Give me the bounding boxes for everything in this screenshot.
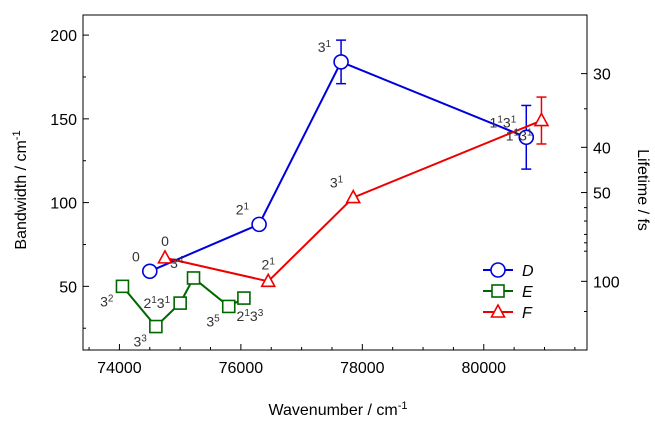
data-point-E (221, 299, 236, 314)
legend-label-D: D (522, 263, 534, 280)
x-axis-title: Wavenumber / cm-1 (269, 400, 408, 419)
legend-marker-F (490, 303, 506, 318)
data-label: 31 (318, 38, 332, 55)
data-label: 32 (100, 293, 114, 310)
y2-tick-label: 50 (593, 186, 611, 203)
data-point-E (173, 296, 187, 310)
data-label: 35 (206, 313, 220, 330)
y-tick-label: 200 (50, 28, 77, 45)
data-point-D (251, 216, 267, 233)
data-label: 1131 (490, 114, 517, 130)
legend-marker-D (490, 262, 506, 278)
data-point-F (533, 111, 550, 127)
y-tick-label: 150 (50, 112, 77, 129)
y2-tick-label: 40 (593, 140, 611, 157)
data-label: 21 (262, 256, 276, 273)
plot-frame (82, 14, 588, 351)
data-point-D (518, 129, 535, 146)
data-point-F (157, 249, 173, 264)
series-F (157, 96, 550, 288)
y-axis-title: Bandwidth / cm-1 (11, 130, 30, 249)
data-label: 33 (134, 333, 148, 350)
data-point-F (345, 188, 362, 204)
y2-axis-title: Lifetime / fs (634, 149, 651, 231)
series-line-F (164, 119, 542, 283)
legend: DEF (478, 258, 568, 328)
data-label: 31 (330, 174, 344, 191)
y2-tick-label: 30 (593, 67, 611, 84)
data-label: 34 (170, 254, 184, 271)
y2-tick-label: 100 (593, 274, 620, 291)
legend-label-F: F (522, 305, 533, 322)
data-label: 0 (161, 233, 169, 249)
x-tick-label: 74000 (97, 360, 142, 377)
data-point-F (260, 272, 277, 288)
x-tick-label: 80000 (462, 360, 507, 377)
data-label: 0 (132, 248, 140, 264)
series-E (115, 271, 251, 334)
series-line-D (149, 60, 527, 273)
data-label: 1131 (506, 127, 533, 144)
data-label: 21 (236, 201, 250, 218)
data-point-D (141, 263, 158, 280)
data-point-E (237, 291, 251, 305)
legend-marker-E (491, 284, 505, 298)
data-label: 2131 (143, 295, 170, 312)
data-label: 2133 (237, 308, 264, 325)
data-point-E (186, 271, 201, 285)
y-tick-label: 100 (50, 196, 77, 213)
x-tick-label: 76000 (219, 360, 264, 377)
x-tick-label: 78000 (340, 360, 385, 377)
legend-label-E: E (522, 284, 533, 301)
data-point-E (115, 279, 130, 294)
series-D (141, 39, 535, 280)
series-layer (115, 39, 550, 334)
data-point-D (333, 54, 349, 70)
data-point-E (149, 319, 163, 334)
axes-layer: 74000 76000 78000 80000 50 100 150 200 30 40 50 100 (50, 14, 620, 377)
y-tick-label: 50 (59, 279, 77, 296)
